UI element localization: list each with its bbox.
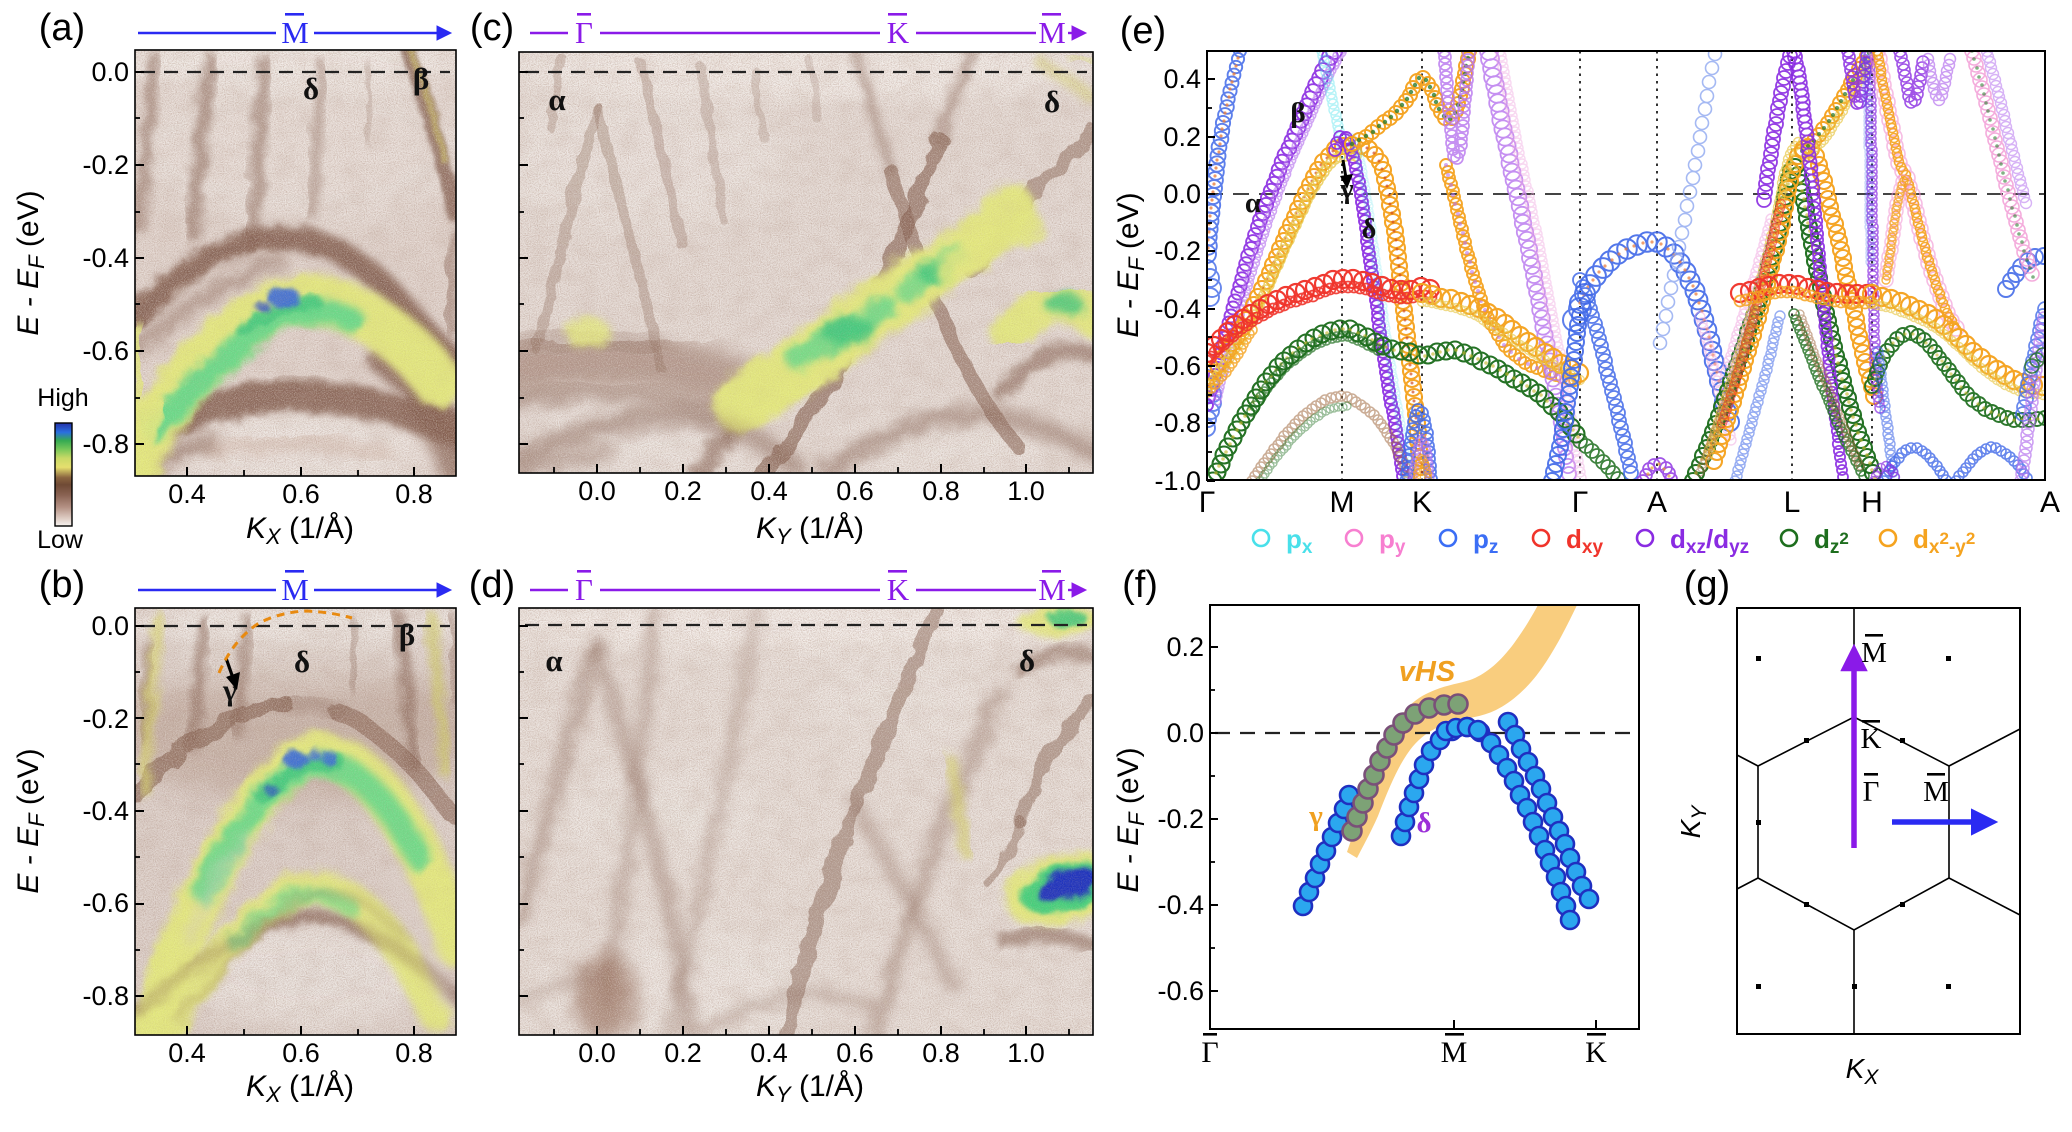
svg-text:Γ: Γ	[575, 572, 593, 607]
svg-text:(a): (a)	[39, 7, 85, 49]
svg-text:0.2: 0.2	[664, 476, 702, 506]
svg-text:-0.4: -0.4	[1154, 294, 1201, 324]
svg-text:0.4: 0.4	[168, 479, 206, 509]
svg-text:0.4: 0.4	[750, 476, 788, 506]
svg-text:β: β	[413, 61, 429, 96]
svg-text:δ: δ	[1019, 643, 1035, 678]
svg-text:γ: γ	[1308, 800, 1323, 832]
svg-text:-0.6: -0.6	[1157, 976, 1204, 1006]
svg-text:K: K	[1585, 1036, 1607, 1069]
svg-text:0.0: 0.0	[1163, 179, 1201, 209]
svg-text:Γ: Γ	[1863, 776, 1880, 808]
svg-text:(f): (f)	[1122, 564, 1158, 606]
svg-text:(c): (c)	[470, 7, 514, 49]
svg-text:0.6: 0.6	[282, 479, 320, 509]
svg-text:Γ: Γ	[1572, 486, 1589, 519]
svg-text:-0.6: -0.6	[1154, 351, 1201, 381]
svg-text:0.2: 0.2	[1166, 632, 1204, 662]
svg-text:(e): (e)	[1120, 10, 1166, 52]
svg-text:-0.2: -0.2	[82, 150, 129, 180]
svg-text:(d): (d)	[469, 564, 515, 606]
svg-text:0.8: 0.8	[395, 479, 433, 509]
svg-text:K: K	[1412, 486, 1432, 519]
svg-text:0.4: 0.4	[168, 1038, 206, 1068]
svg-text:-0.8: -0.8	[1154, 408, 1201, 438]
svg-text:β: β	[1290, 97, 1305, 129]
svg-text:-0.2: -0.2	[1157, 804, 1204, 834]
svg-text:δ: δ	[1416, 807, 1431, 839]
svg-text:KX (1/Å): KX (1/Å)	[246, 512, 354, 549]
svg-text:δ: δ	[294, 644, 310, 679]
svg-text:0.6: 0.6	[836, 1038, 874, 1068]
svg-text:α: α	[548, 82, 565, 117]
svg-text:0.4: 0.4	[1163, 64, 1201, 94]
svg-text:-0.2: -0.2	[82, 704, 129, 734]
svg-text:M: M	[281, 15, 309, 50]
svg-text:0.2: 0.2	[1163, 122, 1201, 152]
svg-text:High: High	[37, 384, 88, 412]
svg-text:0.0: 0.0	[91, 611, 129, 641]
svg-text:K: K	[887, 572, 910, 607]
svg-text:KY (1/Å): KY (1/Å)	[756, 1070, 864, 1107]
svg-text:-0.4: -0.4	[1157, 890, 1204, 920]
svg-text:H: H	[1861, 486, 1883, 519]
svg-text:M: M	[281, 572, 309, 607]
svg-text:1.0: 1.0	[1007, 476, 1045, 506]
svg-text:vHS: vHS	[1399, 656, 1456, 688]
svg-text:0.6: 0.6	[836, 476, 874, 506]
svg-text:A: A	[1647, 486, 1667, 519]
svg-text:KX (1/Å): KX (1/Å)	[246, 1070, 354, 1107]
svg-text:-1.0: -1.0	[1154, 466, 1201, 496]
svg-text:(b): (b)	[39, 564, 85, 606]
svg-text:dx2-y2: dx2-y2	[1913, 524, 1975, 558]
svg-text:0.0: 0.0	[578, 1038, 616, 1068]
svg-text:-0.4: -0.4	[82, 796, 129, 826]
svg-text:M: M	[1861, 637, 1887, 669]
svg-text:-0.6: -0.6	[82, 888, 129, 918]
svg-text:0.2: 0.2	[664, 1038, 702, 1068]
svg-text:0.6: 0.6	[282, 1038, 320, 1068]
svg-text:(g): (g)	[1684, 564, 1730, 606]
svg-text:L: L	[1784, 486, 1801, 519]
svg-text:1.0: 1.0	[1007, 1038, 1045, 1068]
svg-text:dxy: dxy	[1566, 524, 1603, 558]
svg-text:α: α	[545, 643, 562, 678]
svg-text:0.0: 0.0	[1166, 718, 1204, 748]
svg-text:E - EF (eV): E - EF (eV)	[1112, 747, 1149, 892]
svg-text:δ: δ	[1044, 84, 1060, 119]
svg-text:A: A	[2040, 486, 2060, 519]
svg-text:K: K	[887, 15, 910, 50]
svg-text:-0.2: -0.2	[1154, 236, 1201, 266]
svg-text:K: K	[1861, 723, 1882, 755]
svg-text:0.0: 0.0	[578, 476, 616, 506]
svg-text:M: M	[1330, 486, 1355, 519]
svg-text:0.0: 0.0	[91, 57, 129, 87]
svg-text:-0.4: -0.4	[82, 243, 129, 273]
svg-text:-0.8: -0.8	[82, 981, 129, 1011]
svg-text:δ: δ	[1362, 214, 1377, 245]
svg-text:Low: Low	[37, 526, 84, 554]
svg-text:KY (1/Å): KY (1/Å)	[756, 512, 864, 549]
svg-text:M: M	[1038, 572, 1066, 607]
svg-text:0.8: 0.8	[922, 1038, 960, 1068]
svg-text:Γ: Γ	[575, 15, 593, 50]
svg-text:Γ: Γ	[1201, 1036, 1218, 1069]
svg-text:M: M	[1923, 776, 1949, 808]
svg-text:δ: δ	[303, 71, 319, 106]
svg-text:Γ: Γ	[1199, 486, 1216, 519]
svg-text:0.8: 0.8	[395, 1038, 433, 1068]
svg-text:0.8: 0.8	[922, 476, 960, 506]
svg-text:β: β	[399, 617, 415, 652]
svg-text:M: M	[1038, 15, 1066, 50]
svg-text:γ: γ	[1339, 174, 1353, 205]
svg-text:M: M	[1441, 1036, 1468, 1069]
svg-text:-0.6: -0.6	[82, 336, 129, 366]
svg-text:0.4: 0.4	[750, 1038, 788, 1068]
svg-text:-0.8: -0.8	[82, 429, 129, 459]
svg-text:α: α	[1245, 187, 1261, 219]
